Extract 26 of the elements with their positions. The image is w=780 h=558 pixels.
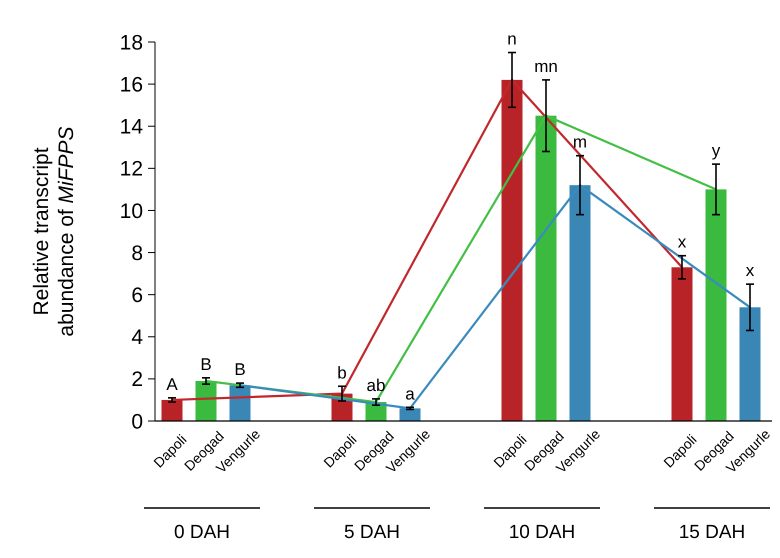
annotation: y xyxy=(712,141,721,160)
annotation: x xyxy=(746,261,755,280)
annotation: B xyxy=(234,360,246,380)
annotation: A xyxy=(166,374,178,394)
y-tick-label: 10 xyxy=(120,200,143,223)
annotation: x xyxy=(678,232,687,252)
y-tick-label: 8 xyxy=(131,242,143,265)
annotation: b xyxy=(337,363,347,382)
y-tick-label: 12 xyxy=(120,158,143,181)
y-tick-label: 6 xyxy=(131,284,143,308)
text: 15 DAH xyxy=(678,522,746,543)
text: 10 DAH xyxy=(508,522,576,543)
annotation: B xyxy=(200,354,212,374)
y-tick-label: 4 xyxy=(131,326,144,350)
y-tick-label: 14 xyxy=(120,116,144,139)
y-tick-label: 2 xyxy=(131,368,143,392)
y-tick-label: 0 xyxy=(131,410,143,434)
text: 0 DAH xyxy=(174,522,230,543)
annotation: a xyxy=(405,384,416,404)
annotation: m xyxy=(572,132,588,152)
y-tick-label: 16 xyxy=(120,73,143,96)
text: 5 DAH xyxy=(344,522,400,543)
annotation: n xyxy=(507,30,517,49)
annotation: ab xyxy=(366,376,386,395)
annotation: mn xyxy=(534,56,558,76)
y-tick-label: 18 xyxy=(120,31,143,54)
